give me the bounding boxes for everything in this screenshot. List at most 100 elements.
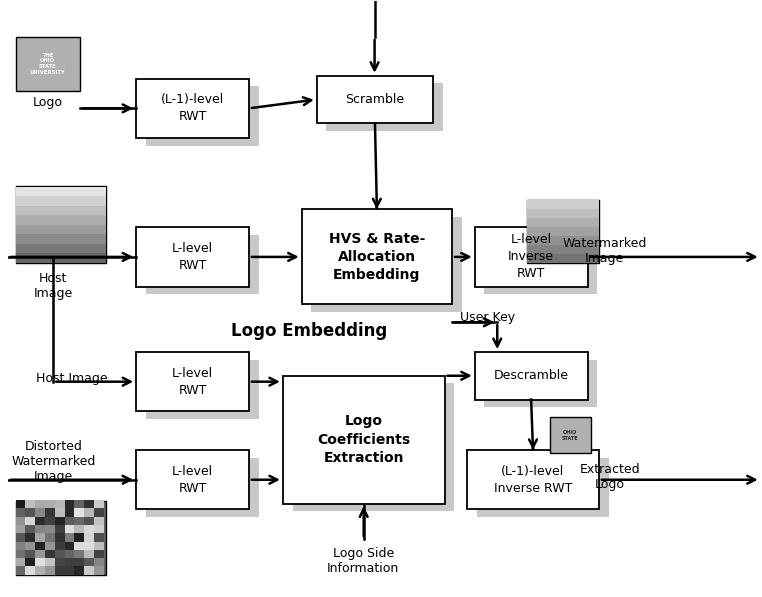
Text: Logo Side
Information: Logo Side Information — [327, 547, 399, 575]
Bar — [136, 450, 249, 509]
Bar — [527, 201, 599, 263]
Bar — [25, 558, 35, 567]
Bar — [25, 508, 35, 516]
Bar — [312, 217, 462, 312]
Bar — [35, 500, 45, 508]
Bar — [75, 500, 84, 508]
Bar — [94, 567, 104, 575]
Bar — [527, 219, 599, 227]
Text: Logo: Logo — [32, 97, 62, 109]
Bar — [35, 533, 45, 541]
Bar — [84, 500, 94, 508]
Bar — [75, 525, 84, 533]
Bar — [94, 500, 104, 508]
Bar — [65, 567, 75, 575]
Bar — [16, 567, 25, 575]
Bar — [16, 244, 106, 253]
Bar — [146, 360, 259, 419]
Bar — [65, 533, 75, 541]
Bar — [45, 500, 55, 508]
Bar — [75, 550, 84, 558]
Bar — [527, 227, 599, 236]
Bar — [146, 458, 259, 517]
Bar — [84, 525, 94, 533]
Bar — [475, 227, 588, 287]
Bar — [550, 417, 591, 453]
Bar — [75, 558, 84, 567]
Text: (L-1)-level
RWT: (L-1)-level RWT — [161, 93, 224, 124]
Bar — [65, 508, 75, 516]
Bar — [94, 533, 104, 541]
Bar — [16, 216, 106, 225]
Bar — [84, 567, 94, 575]
Text: Host
Image: Host Image — [34, 272, 73, 300]
Bar — [16, 235, 106, 244]
Bar — [16, 508, 25, 516]
Bar — [16, 500, 106, 575]
Bar — [45, 541, 55, 550]
Bar — [75, 533, 84, 541]
Bar — [65, 541, 75, 550]
Text: Descramble: Descramble — [494, 370, 568, 382]
Bar — [45, 508, 55, 516]
Bar — [84, 516, 94, 525]
Bar — [16, 541, 25, 550]
Bar — [45, 525, 55, 533]
Bar — [94, 516, 104, 525]
Bar — [55, 567, 65, 575]
Bar — [35, 550, 45, 558]
Bar — [25, 516, 35, 525]
Bar — [527, 245, 599, 254]
Bar — [485, 360, 597, 407]
Bar — [65, 550, 75, 558]
Bar — [94, 541, 104, 550]
Text: Logo Embedding: Logo Embedding — [231, 322, 387, 340]
Text: Logo
Coefficients
Extraction: Logo Coefficients Extraction — [317, 414, 410, 465]
Bar — [55, 508, 65, 516]
Bar — [136, 79, 249, 138]
Text: (L-1)-level
Inverse RWT: (L-1)-level Inverse RWT — [494, 464, 572, 495]
Bar — [45, 558, 55, 567]
Bar — [527, 210, 599, 219]
Bar — [16, 558, 25, 567]
Bar — [75, 541, 84, 550]
Bar — [136, 227, 249, 287]
Bar — [16, 525, 25, 533]
Bar — [84, 558, 94, 567]
Bar — [75, 508, 84, 516]
Bar — [75, 516, 84, 525]
Text: L-level
RWT: L-level RWT — [172, 242, 213, 272]
Text: OHIO
STATE: OHIO STATE — [562, 430, 578, 441]
Bar — [477, 458, 609, 517]
Bar — [16, 196, 106, 206]
Bar — [35, 516, 45, 525]
Bar — [16, 516, 25, 525]
Text: HVS & Rate-
Allocation
Embedding: HVS & Rate- Allocation Embedding — [328, 232, 425, 282]
Bar — [283, 376, 444, 503]
Bar — [16, 186, 106, 263]
Bar — [25, 533, 35, 541]
Bar — [55, 550, 65, 558]
Bar — [84, 541, 94, 550]
Bar — [527, 201, 599, 210]
Bar — [25, 541, 35, 550]
Bar — [84, 550, 94, 558]
Bar — [317, 76, 434, 123]
Bar — [527, 254, 599, 263]
Bar — [16, 253, 106, 263]
Bar — [94, 558, 104, 567]
Bar — [55, 516, 65, 525]
Bar — [65, 516, 75, 525]
Bar — [302, 210, 452, 304]
Bar — [25, 550, 35, 558]
Bar — [65, 558, 75, 567]
Bar — [45, 533, 55, 541]
Bar — [94, 550, 104, 558]
Bar — [16, 37, 79, 91]
Bar — [55, 525, 65, 533]
Bar — [94, 525, 104, 533]
Text: Watermarked
Image: Watermarked Image — [562, 237, 647, 265]
Bar — [35, 558, 45, 567]
Bar — [16, 225, 106, 235]
Bar — [55, 500, 65, 508]
